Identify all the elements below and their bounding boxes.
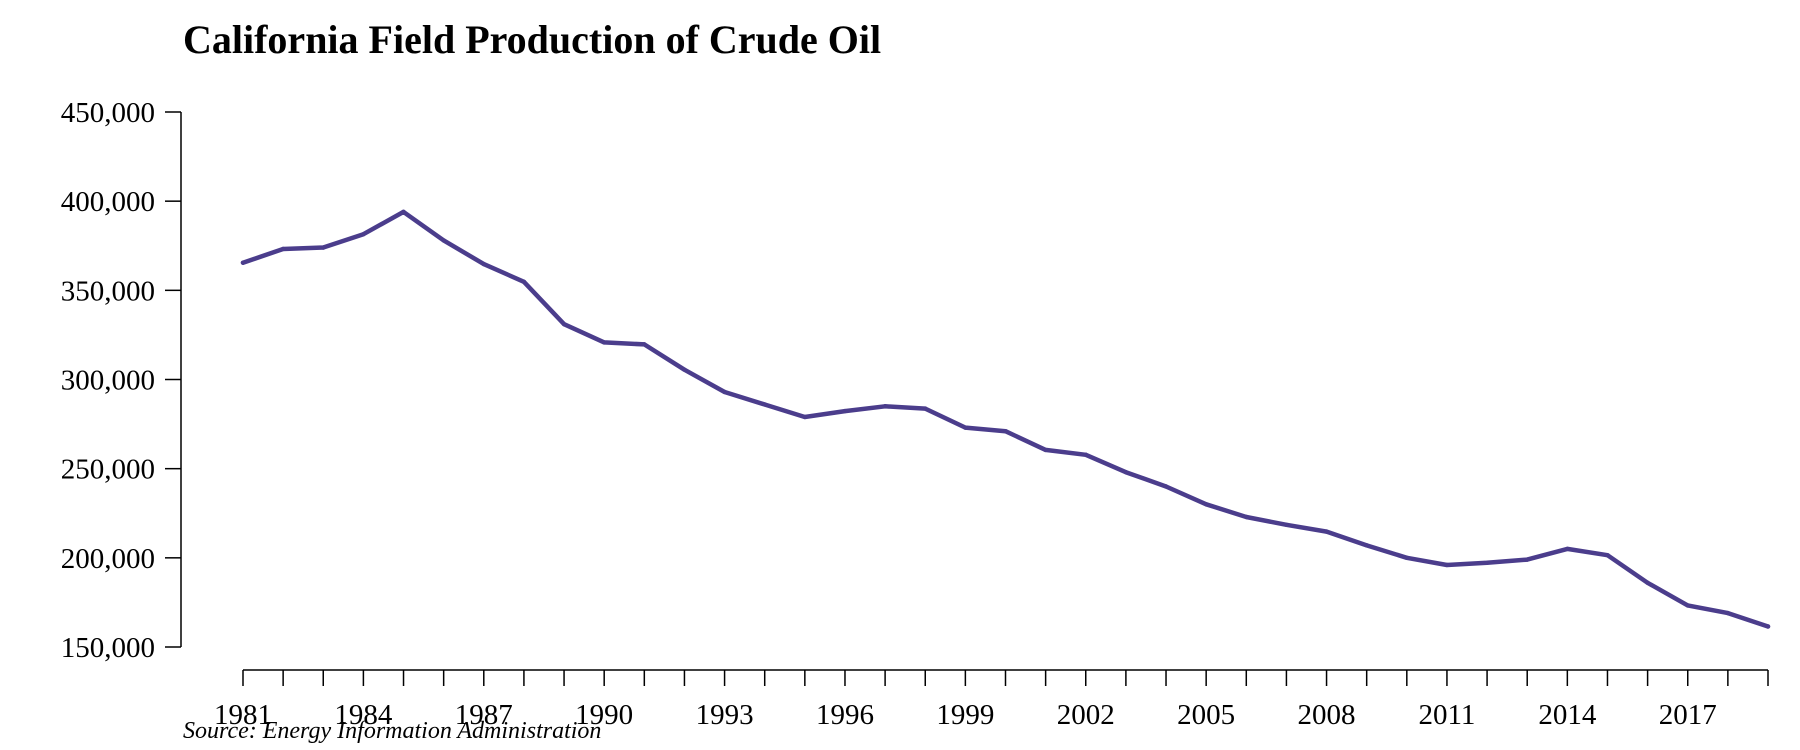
- plot-area: [240, 209, 1771, 629]
- data-point: [923, 406, 928, 411]
- data-point: [1043, 447, 1048, 453]
- x-tick-label: 1996: [816, 699, 874, 731]
- y-tick-label: 300,000: [61, 365, 155, 397]
- data-point: [1444, 562, 1450, 568]
- data-point: [240, 260, 246, 265]
- data-point: [401, 209, 406, 215]
- x-tick-label: 1984: [334, 699, 393, 731]
- data-point: [1685, 603, 1690, 608]
- data-point: [441, 238, 446, 243]
- data-point: [1003, 429, 1008, 434]
- data-point: [280, 246, 286, 252]
- x-tick-label: 1987: [455, 699, 513, 731]
- data-point: [1765, 624, 1771, 629]
- data-point: [1284, 522, 1289, 528]
- data-point: [642, 342, 647, 347]
- data-point: [1083, 452, 1088, 457]
- data-point: [1123, 470, 1129, 475]
- data-point: [1645, 580, 1650, 585]
- data-point: [1364, 543, 1369, 548]
- y-tick-label: 250,000: [61, 454, 155, 486]
- x-axis: 1981 1984 1987 1990 1993 1996 1999 2002 2005 2008…: [214, 669, 1769, 731]
- data-point: [361, 231, 366, 237]
- data-point: [882, 404, 888, 409]
- data-point: [963, 425, 968, 430]
- data-point: [1163, 484, 1169, 489]
- data-point: [1244, 514, 1249, 520]
- data-point: [1725, 610, 1731, 616]
- data-point: [321, 245, 326, 250]
- series-line: [240, 209, 1771, 629]
- data-point: [762, 402, 767, 407]
- x-tick-label: 2014: [1538, 699, 1597, 731]
- x-tick-label: 2002: [1057, 699, 1115, 731]
- data-point: [682, 367, 687, 372]
- data-point: [842, 408, 848, 414]
- data-point: [1404, 555, 1410, 561]
- data-point: [601, 340, 607, 345]
- chart-title: California Field Production of Crude Oil: [183, 17, 881, 62]
- x-tick-label: 1993: [696, 699, 754, 731]
- data-point: [1525, 557, 1530, 562]
- x-tick-label: 1981: [214, 699, 272, 731]
- y-tick-label: 450,000: [61, 97, 155, 129]
- y-tick-label: 400,000: [61, 186, 155, 218]
- x-tick-label: 1990: [575, 699, 633, 731]
- data-point: [1203, 502, 1209, 507]
- data-point: [1484, 560, 1490, 566]
- y-tick-label: 200,000: [61, 543, 155, 575]
- data-point: [722, 389, 727, 395]
- y-tick-label: 350,000: [61, 275, 155, 307]
- y-axis: 150,000 200,000 250,000 300,000 350,000 400,0…: [61, 97, 182, 664]
- data-point: [1605, 552, 1610, 558]
- x-tick-label: 2008: [1298, 699, 1356, 731]
- data-point: [802, 414, 808, 420]
- data-point: [521, 279, 527, 284]
- source-note: Source: Energy Information Administratio…: [183, 718, 601, 744]
- x-tick-label: 2017: [1659, 699, 1717, 731]
- x-tick-label: 2011: [1418, 699, 1475, 731]
- data-point: [1565, 546, 1570, 552]
- data-point: [481, 261, 486, 267]
- x-tick-label: 1999: [936, 699, 994, 731]
- y-tick-label: 150,000: [61, 632, 155, 664]
- data-point: [561, 322, 567, 327]
- x-tick-label: 2005: [1177, 699, 1235, 731]
- data-point: [1324, 529, 1329, 534]
